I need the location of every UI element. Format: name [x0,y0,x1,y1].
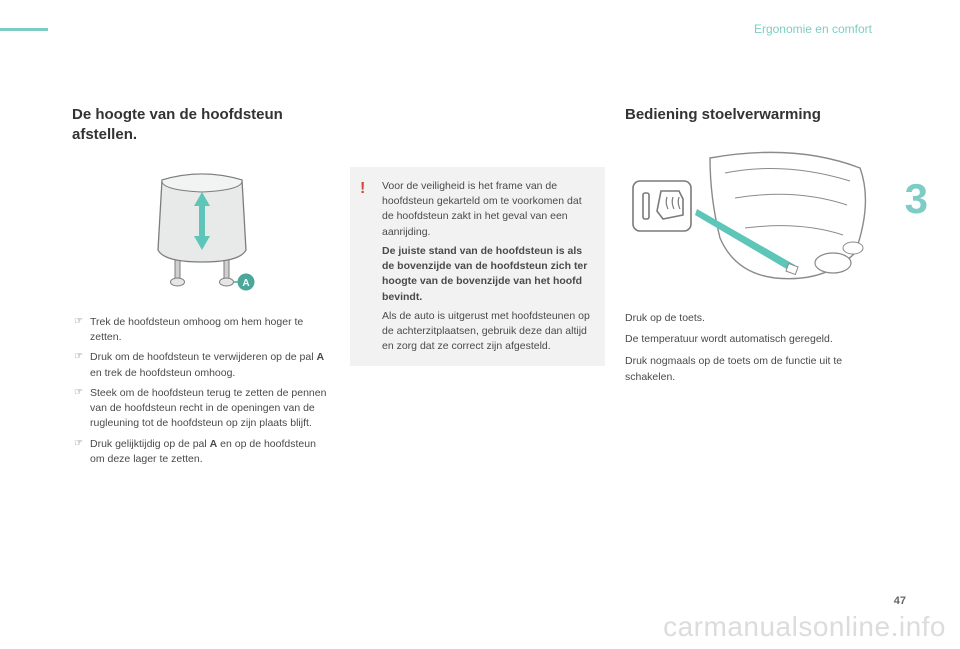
page-number: 47 [894,595,906,607]
accent-bar [0,28,48,31]
headrest-diagram: A [112,162,292,297]
column-middle: ! Voor de veiligheid is het frame van de… [350,105,605,366]
section-label: Ergonomie en comfort [754,22,872,36]
body-text: Druk op de toets. [625,311,890,327]
watermark: carmanualsonline.info [663,611,946,643]
body-text: Druk nogmaals op de toets om de functie … [625,354,890,386]
heading-headrest: De hoogte van de hoofdsteun afstellen. [72,105,332,144]
warning-bold: De juiste stand van de hoofdsteun is als… [382,244,593,305]
warning-text: Als de auto is uitgerust met hoofdsteune… [382,309,593,355]
list-item: Steek om de hoofdsteun terug te zetten d… [72,386,332,432]
bullet-text: en trek de hoofdsteun omhoog. [90,367,235,379]
bullet-list: Trek de hoofdsteun omhoog om hem hoger t… [72,315,332,467]
chapter-number: 3 [905,175,928,223]
bullet-text: Druk gelijktijdig op de pal [90,438,210,450]
bullet-text: Druk om de hoofdsteun te verwijderen op … [90,351,316,363]
warning-icon: ! [360,177,365,200]
warning-text: Voor de veiligheid is het frame van de h… [382,179,593,240]
body-text: De temperatuur wordt automatisch geregel… [625,332,890,348]
warning-box: ! Voor de veiligheid is het frame van de… [350,167,605,366]
seatheater-diagram [625,143,875,293]
bullet-text: Steek om de hoofdsteun terug te zetten d… [90,387,326,429]
list-item: Druk gelijktijdig op de pal A en op de h… [72,437,332,467]
list-item: Druk om de hoofdsteun te verwijderen op … [72,350,332,380]
column-right: Bediening stoelverwarming Druk op de toe… [625,105,890,392]
heading-seatheater: Bediening stoelverwarming [625,105,890,125]
bullet-bold: A [316,351,324,363]
list-item: Trek de hoofdsteun omhoog om hem hoger t… [72,315,332,345]
bullet-text: Trek de hoofdsteun omhoog om hem hoger t… [90,316,303,343]
column-left: De hoogte van de hoofdsteun afstellen. A… [72,105,332,472]
diagram-label-a: A [242,278,249,289]
